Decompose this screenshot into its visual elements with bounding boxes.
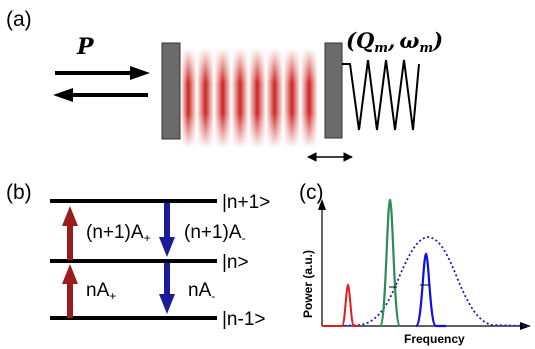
mechanical-spring (342, 59, 420, 131)
absorption-arrows (62, 206, 78, 318)
outgoing-arrowhead (53, 88, 73, 102)
x-axis-label: Frequency (404, 332, 465, 346)
mirror-params: (Qm, ωm) (346, 28, 443, 56)
input-output-arrows (53, 66, 150, 102)
upper-up-rate-label: (n+1)A+ (86, 222, 151, 245)
upper-up-arrow-shaft (67, 224, 73, 260)
panel-b: (b) |n+1> |n> |n-1> (n+1)A+ (n+1)A- nA+ … (6, 181, 270, 330)
level-n-label: |n> (222, 252, 249, 273)
power-symbol: P (76, 34, 95, 60)
emission-arrows (159, 203, 175, 314)
blue-sideband-peak (414, 252, 446, 328)
red-sideband-peak (322, 283, 360, 327)
panel-b-label: (b) (6, 181, 32, 204)
upper-down-arrowhead (159, 237, 175, 257)
cavity-response-curve (322, 236, 529, 327)
lower-down-arrowhead (159, 294, 175, 314)
movable-mirror (324, 42, 343, 139)
lower-down-arrow-shaft (164, 263, 170, 296)
y-axis-arrowhead (318, 199, 326, 210)
x-axis-arrowhead (520, 322, 531, 330)
panel-a: (a) P (Qm, ωm) (6, 8, 443, 162)
panel-c: (c) Power (a.u.) Frequency (299, 181, 531, 346)
incoming-arrowhead (130, 66, 150, 80)
fixed-mirror (161, 42, 181, 140)
level-n-plus-1-label: |n+1> (222, 192, 270, 213)
lower-up-arrow-shaft (67, 282, 73, 318)
upper-up-arrowhead (62, 206, 78, 226)
carrier-peak (378, 198, 402, 328)
y-axis-label: Power (a.u.) (301, 250, 315, 318)
lower-up-arrowhead (62, 264, 78, 284)
upper-down-rate-label: (n+1)A- (184, 222, 246, 245)
lower-down-rate-label: nA- (188, 280, 215, 303)
panel-c-label: (c) (299, 181, 324, 204)
lower-up-rate-label: nA+ (86, 280, 116, 303)
intracavity-field (181, 48, 325, 148)
upper-down-arrow-shaft (164, 203, 170, 239)
level-n-minus-1-label: |n-1> (222, 309, 266, 330)
panel-a-label: (a) (6, 8, 32, 31)
